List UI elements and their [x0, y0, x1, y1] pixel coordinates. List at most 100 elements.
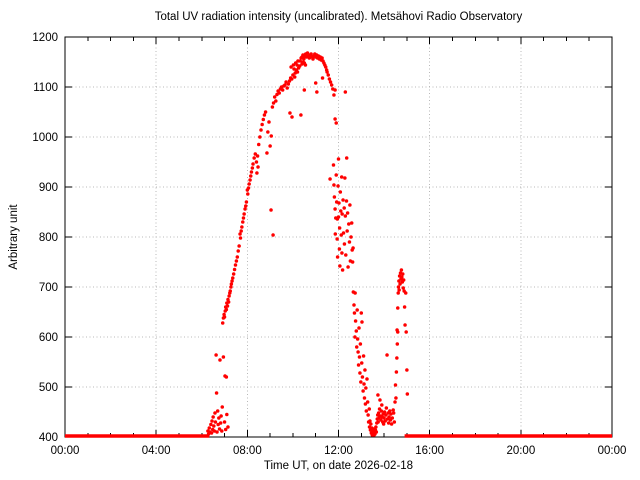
- data-point: [229, 282, 234, 286]
- data-point: [365, 377, 369, 381]
- data-point: [252, 156, 256, 160]
- data-point: [359, 361, 364, 365]
- data-point: [307, 56, 312, 60]
- data-point: [381, 422, 386, 426]
- data-point: [232, 267, 237, 272]
- data-point: [221, 355, 226, 359]
- data-point: [249, 174, 253, 178]
- data-point: [237, 244, 241, 248]
- data-point: [213, 411, 217, 415]
- data-point: [230, 279, 234, 283]
- y-tick-label: 800: [39, 232, 58, 244]
- data-point: [258, 135, 262, 139]
- data-point: [379, 409, 384, 413]
- data-point: [342, 242, 347, 246]
- data-point: [255, 171, 259, 175]
- data-point: [363, 402, 368, 406]
- data-point: [290, 77, 294, 81]
- x-tick-label: 00:00: [598, 445, 627, 457]
- data-point: [256, 165, 260, 169]
- data-point: [215, 430, 219, 434]
- data-point: [362, 382, 366, 386]
- data-point: [337, 201, 341, 205]
- data-point: [240, 225, 244, 229]
- data-point: [263, 110, 268, 114]
- tick-label-layer: 00:00 04:00 08:00 12:00 16:00 20:00 00:0040050…: [32, 32, 626, 457]
- data-point: [351, 246, 355, 250]
- data-point: [334, 173, 338, 177]
- data-point: [350, 260, 355, 264]
- data-point: [394, 370, 399, 374]
- data-point: [325, 70, 329, 74]
- data-point: [332, 183, 336, 187]
- data-point: [251, 162, 255, 166]
- data-point: [401, 286, 405, 290]
- data-point: [389, 422, 394, 426]
- data-point: [336, 157, 341, 161]
- x-tick-label: 16:00: [415, 445, 444, 457]
- data-point: [224, 307, 229, 312]
- data-point: [224, 375, 229, 379]
- data-point: [238, 232, 242, 236]
- data-point: [355, 337, 360, 341]
- data-point: [236, 249, 240, 253]
- data-point: [328, 177, 332, 181]
- data-point: [313, 81, 318, 85]
- data-point: [284, 80, 288, 84]
- data-point: [338, 264, 342, 268]
- data-point: [333, 207, 337, 211]
- data-point: [302, 57, 306, 61]
- data-point: [239, 229, 243, 233]
- data-point: [241, 220, 245, 224]
- data-point: [358, 342, 363, 346]
- data-point: [220, 405, 225, 409]
- data-point: [214, 391, 219, 395]
- data-point: [393, 400, 397, 404]
- data-point: [353, 335, 357, 339]
- data-point: [243, 207, 247, 211]
- data-point: [222, 420, 227, 424]
- data-point: [356, 350, 360, 354]
- data-point: [337, 226, 342, 230]
- data-point: [315, 90, 319, 94]
- data-point: [382, 416, 386, 420]
- data-point: [323, 65, 328, 69]
- data-point: [358, 371, 362, 375]
- data-point: [267, 120, 271, 124]
- data-point: [349, 221, 354, 225]
- data-point: [352, 303, 356, 307]
- data-point: [338, 190, 343, 194]
- data-point: [353, 319, 358, 323]
- data-point: [229, 285, 233, 289]
- data-point: [346, 265, 350, 269]
- data-point: [235, 255, 240, 259]
- data-point: [295, 63, 299, 67]
- data-point: [367, 407, 372, 411]
- data-point: [339, 175, 344, 179]
- data-point: [231, 272, 236, 276]
- data-point: [376, 420, 380, 424]
- data-point: [342, 206, 346, 210]
- data-point: [336, 215, 341, 219]
- data-point: [365, 400, 370, 404]
- data-point: [353, 291, 357, 295]
- data-point: [225, 304, 230, 308]
- data-point: [329, 83, 334, 87]
- data-point: [376, 411, 381, 415]
- data-point: [290, 115, 294, 119]
- data-point: [364, 386, 368, 390]
- data-point: [298, 64, 302, 68]
- data-point: [211, 415, 215, 419]
- data-point: [340, 268, 345, 272]
- data-point: [320, 56, 324, 60]
- data-point: [227, 294, 231, 298]
- data-point: [272, 95, 277, 99]
- data-point: [215, 409, 220, 413]
- data-point: [222, 315, 227, 319]
- x-tick-label: 00:00: [51, 445, 80, 457]
- data-point: [226, 425, 230, 429]
- x-tick-label: 12:00: [324, 445, 353, 457]
- data-point: [207, 426, 212, 430]
- data-point: [225, 412, 229, 417]
- data-point: [333, 88, 337, 92]
